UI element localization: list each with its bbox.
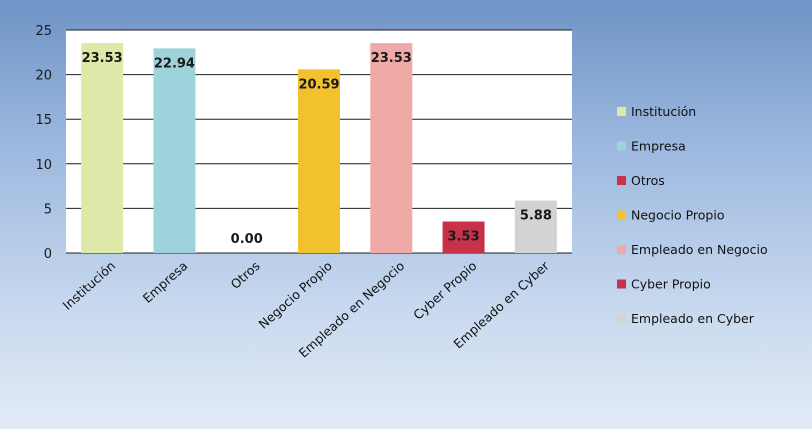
x-tick-label: Empresa	[140, 258, 191, 306]
data-label: 22.94	[154, 56, 195, 71]
legend-label: Empresa	[631, 139, 686, 154]
data-label: 0.00	[231, 232, 263, 247]
data-label: 23.53	[82, 51, 123, 66]
legend-label: Empleado en Negocio	[631, 242, 768, 257]
y-tick-label: 0	[44, 247, 52, 262]
x-tick-label: Otros	[228, 258, 263, 292]
legend-swatch	[617, 176, 626, 185]
bar	[442, 221, 485, 253]
legend-swatch	[617, 279, 626, 289]
bar	[514, 200, 557, 253]
data-label: 20.59	[298, 77, 339, 92]
legend-label: Empleado en Cyber	[631, 311, 755, 326]
bar	[153, 48, 196, 253]
bar	[81, 43, 124, 254]
legend-swatch	[617, 210, 626, 220]
legend-label: Institución	[631, 104, 696, 119]
y-tick-label: 20	[35, 69, 52, 84]
x-tick-label: Cyber Propio	[410, 258, 479, 323]
legend-swatch	[617, 314, 626, 323]
legend-label: Otros	[631, 173, 665, 188]
bar	[370, 43, 413, 254]
legend-swatch	[617, 107, 626, 116]
x-tick-label: Institución	[60, 258, 119, 313]
data-label: 23.53	[371, 51, 412, 66]
data-label: 5.88	[520, 209, 552, 224]
y-tick-label: 25	[35, 24, 52, 39]
legend-label: Cyber Propio	[631, 277, 711, 292]
y-tick-label: 5	[44, 202, 52, 217]
legend-swatch	[617, 245, 626, 254]
data-label: 3.53	[448, 230, 480, 245]
bar	[298, 69, 340, 254]
x-tick-label: Negocio Propio	[255, 258, 335, 332]
y-tick-label: 15	[35, 113, 52, 128]
legend-swatch	[617, 141, 626, 151]
y-tick-label: 10	[35, 158, 52, 173]
legend-label: Negocio Propio	[631, 208, 724, 223]
